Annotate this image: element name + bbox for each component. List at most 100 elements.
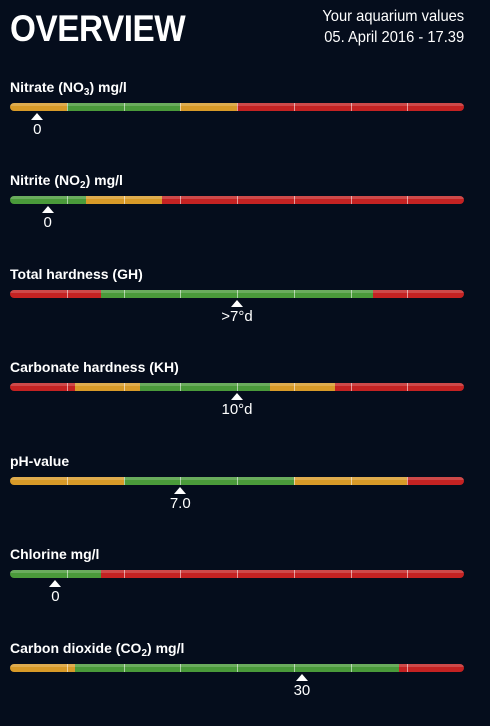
range-tick bbox=[180, 103, 182, 111]
range-tick bbox=[237, 477, 238, 485]
parameter-row: Carbon dioxide (CO2) mg/l 30 bbox=[0, 640, 490, 710]
parameter-label: Carbon dioxide (CO2) mg/l bbox=[10, 640, 184, 659]
range-tick bbox=[123, 290, 125, 298]
range-tick bbox=[180, 196, 182, 204]
range-tick bbox=[237, 664, 238, 672]
measured-value: 10°d bbox=[221, 401, 253, 418]
range-tick bbox=[350, 570, 352, 578]
range-segment-orange bbox=[10, 664, 75, 672]
range-tick bbox=[237, 196, 238, 204]
measured-value: 0 bbox=[43, 214, 52, 231]
range-tick bbox=[180, 290, 182, 298]
range-tick bbox=[293, 664, 295, 672]
parameter-row: Nitrite (NO2) mg/l 0 bbox=[0, 172, 490, 242]
range-tick bbox=[237, 570, 238, 578]
range-tick bbox=[350, 196, 352, 204]
range-tick bbox=[237, 103, 238, 111]
measured-value: 30 bbox=[293, 682, 311, 699]
parameter-label-text: Carbonate hardness (KH) bbox=[10, 359, 179, 375]
parameter-label-unit: ) mg/l bbox=[147, 640, 185, 656]
parameter-row: Chlorine mg/l 0 bbox=[0, 546, 490, 616]
measured-value: 0 bbox=[51, 588, 60, 605]
range-tick bbox=[293, 570, 295, 578]
range-tick bbox=[407, 196, 409, 204]
range-tick bbox=[407, 570, 409, 578]
range-tick bbox=[66, 477, 68, 485]
range-segment-red bbox=[373, 290, 464, 298]
value-marker-icon bbox=[31, 113, 44, 120]
range-tick bbox=[180, 383, 182, 391]
range-segment-red bbox=[334, 383, 464, 391]
range-segment-orange bbox=[74, 383, 140, 391]
range-tick bbox=[350, 290, 352, 298]
value-marker-icon bbox=[174, 487, 187, 494]
range-tick bbox=[123, 664, 125, 672]
parameter-label: Chlorine mg/l bbox=[10, 546, 99, 565]
range-tick bbox=[407, 383, 409, 391]
range-tick bbox=[293, 290, 295, 298]
parameter-row: Nitrate (NO3) mg/l 0 bbox=[0, 79, 490, 149]
range-tick bbox=[123, 103, 125, 111]
parameter-label-subscript: 3 bbox=[83, 87, 90, 98]
range-tick bbox=[407, 477, 409, 485]
range-segment-orange bbox=[10, 103, 67, 111]
range-tick bbox=[123, 570, 125, 578]
parameter-row: pH-value 7.0 bbox=[0, 453, 490, 523]
header-subtitle: Your aquarium values 05. April 2016 - 17… bbox=[322, 6, 464, 48]
range-tick bbox=[407, 290, 409, 298]
value-marker-icon bbox=[231, 393, 243, 400]
range-segment-green bbox=[10, 196, 86, 204]
range-tick bbox=[350, 477, 352, 485]
range-tick bbox=[66, 383, 68, 391]
header: OVERVIEW Your aquarium values 05. April … bbox=[0, 0, 490, 70]
range-tick bbox=[407, 664, 409, 672]
parameter-label-text: Carbon dioxide (CO bbox=[10, 640, 142, 656]
parameter-label: Total hardness (GH) bbox=[10, 266, 143, 285]
range-segment-green bbox=[139, 383, 270, 391]
parameter-row: Carbonate hardness (KH) 10°d bbox=[0, 359, 490, 429]
parameter-label-unit: ) mg/l bbox=[89, 79, 127, 95]
parameter-label-text: Total hardness (GH) bbox=[10, 266, 143, 282]
measured-value: 0 bbox=[33, 121, 42, 138]
range-tick bbox=[293, 383, 295, 391]
parameter-label-text: Nitrate (NO bbox=[10, 79, 84, 95]
measurement-timestamp: 05. April 2016 - 17.39 bbox=[324, 29, 464, 46]
range-tick bbox=[407, 103, 409, 111]
range-tick bbox=[237, 290, 238, 298]
range-tick bbox=[123, 196, 125, 204]
value-marker-icon bbox=[41, 206, 54, 213]
parameter-label-subscript: 2 bbox=[80, 180, 86, 191]
range-segment-red bbox=[161, 196, 464, 204]
parameter-label-text: Nitrite (NO bbox=[10, 172, 80, 188]
range-tick bbox=[66, 664, 68, 672]
range-segment-red bbox=[10, 290, 101, 298]
range-tick bbox=[350, 103, 352, 111]
parameter-label: Nitrate (NO3) mg/l bbox=[10, 79, 127, 98]
parameter-row: Total hardness (GH) >7°d bbox=[0, 266, 490, 336]
parameter-label: Nitrite (NO2) mg/l bbox=[10, 172, 123, 191]
range-segment-red bbox=[10, 383, 75, 391]
range-segment-red bbox=[100, 570, 464, 578]
parameter-label-unit: ) mg/l bbox=[85, 172, 123, 188]
range-tick bbox=[66, 290, 68, 298]
range-segment-orange bbox=[269, 383, 335, 391]
range-segment-orange bbox=[180, 103, 237, 111]
range-segment-red bbox=[399, 664, 464, 672]
range-tick bbox=[66, 570, 68, 578]
range-segment-green bbox=[10, 570, 101, 578]
value-marker-icon bbox=[49, 580, 62, 587]
subtitle-caption: Your aquarium values bbox=[322, 8, 464, 25]
range-bar bbox=[10, 570, 464, 578]
range-segment-green bbox=[123, 477, 295, 485]
range-segment-red bbox=[407, 477, 464, 485]
range-tick bbox=[293, 103, 295, 111]
range-tick bbox=[350, 664, 352, 672]
value-marker-icon bbox=[231, 300, 243, 307]
range-tick bbox=[350, 383, 352, 391]
parameter-label: pH-value bbox=[10, 453, 69, 472]
parameter-label-text: pH-value bbox=[10, 453, 70, 469]
value-marker-icon bbox=[295, 674, 308, 681]
parameter-label: Carbonate hardness (KH) bbox=[10, 359, 179, 378]
range-tick bbox=[180, 477, 182, 485]
page-title: OVERVIEW bbox=[10, 8, 186, 49]
